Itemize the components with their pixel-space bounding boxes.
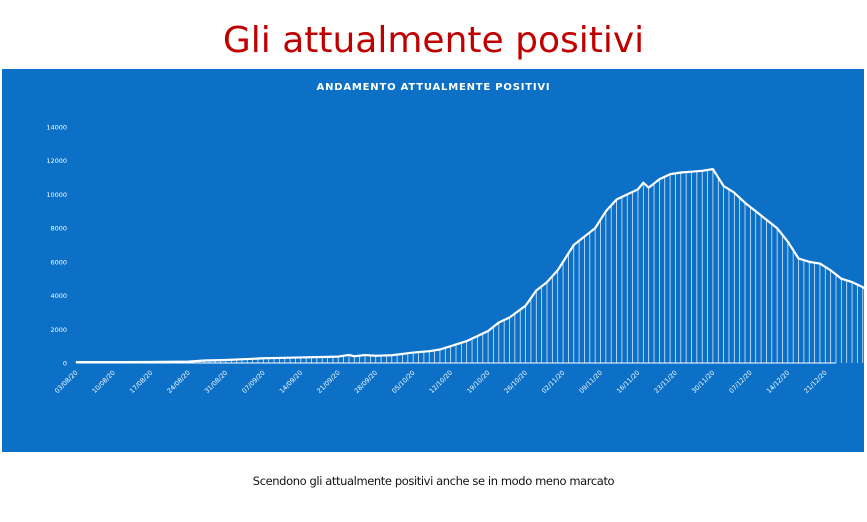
- y-tick-label: 14000: [46, 124, 67, 132]
- x-tick-label: 05/10/20: [390, 369, 416, 395]
- x-tick-label: 02/11/20: [540, 369, 566, 395]
- x-tick-label: 31/08/20: [203, 369, 229, 395]
- y-tick-label: 4000: [50, 292, 67, 300]
- y-tick-label: 2000: [50, 326, 67, 334]
- chart-panel: [2, 69, 864, 452]
- x-tick-label: 23/11/20: [653, 369, 679, 395]
- slide-caption: Scendono gli attualmente positivi anche …: [252, 474, 615, 488]
- x-tick-label: 17/08/20: [128, 369, 154, 395]
- y-tick-label: 6000: [50, 258, 67, 266]
- x-tick-label: 16/11/20: [615, 369, 641, 395]
- x-tick-label: 28/09/20: [353, 369, 379, 395]
- x-tick-label: 21/12/20: [802, 369, 828, 395]
- x-tick-label: 10/08/20: [91, 369, 117, 395]
- x-tick-label: 03/08/20: [53, 369, 79, 395]
- y-tick-label: 8000: [50, 225, 67, 233]
- slide-title: Gli attualmente positivi: [222, 20, 645, 61]
- series-line: [75, 168, 867, 364]
- x-tick-label: 14/12/20: [765, 369, 791, 395]
- y-tick-label: 10000: [46, 191, 67, 199]
- y-tick-label: 0: [63, 360, 67, 368]
- x-tick-label: 07/12/20: [727, 369, 753, 395]
- x-tick-label: 26/10/20: [503, 369, 529, 395]
- x-tick-label: 24/08/20: [166, 369, 192, 395]
- x-tick-label: 12/10/20: [428, 369, 454, 395]
- x-tick-label: 30/11/20: [690, 369, 716, 395]
- y-tick-label: 12000: [46, 157, 67, 165]
- x-tick-label: 21/09/20: [315, 369, 341, 395]
- x-tick-label: 14/09/20: [278, 369, 304, 395]
- x-tick-label: 09/11/20: [578, 369, 604, 395]
- chart-title: ANDAMENTO ATTUALMENTE POSITIVI: [316, 82, 551, 93]
- x-tick-label: 19/10/20: [465, 369, 491, 395]
- x-tick-label: 07/09/20: [240, 369, 266, 395]
